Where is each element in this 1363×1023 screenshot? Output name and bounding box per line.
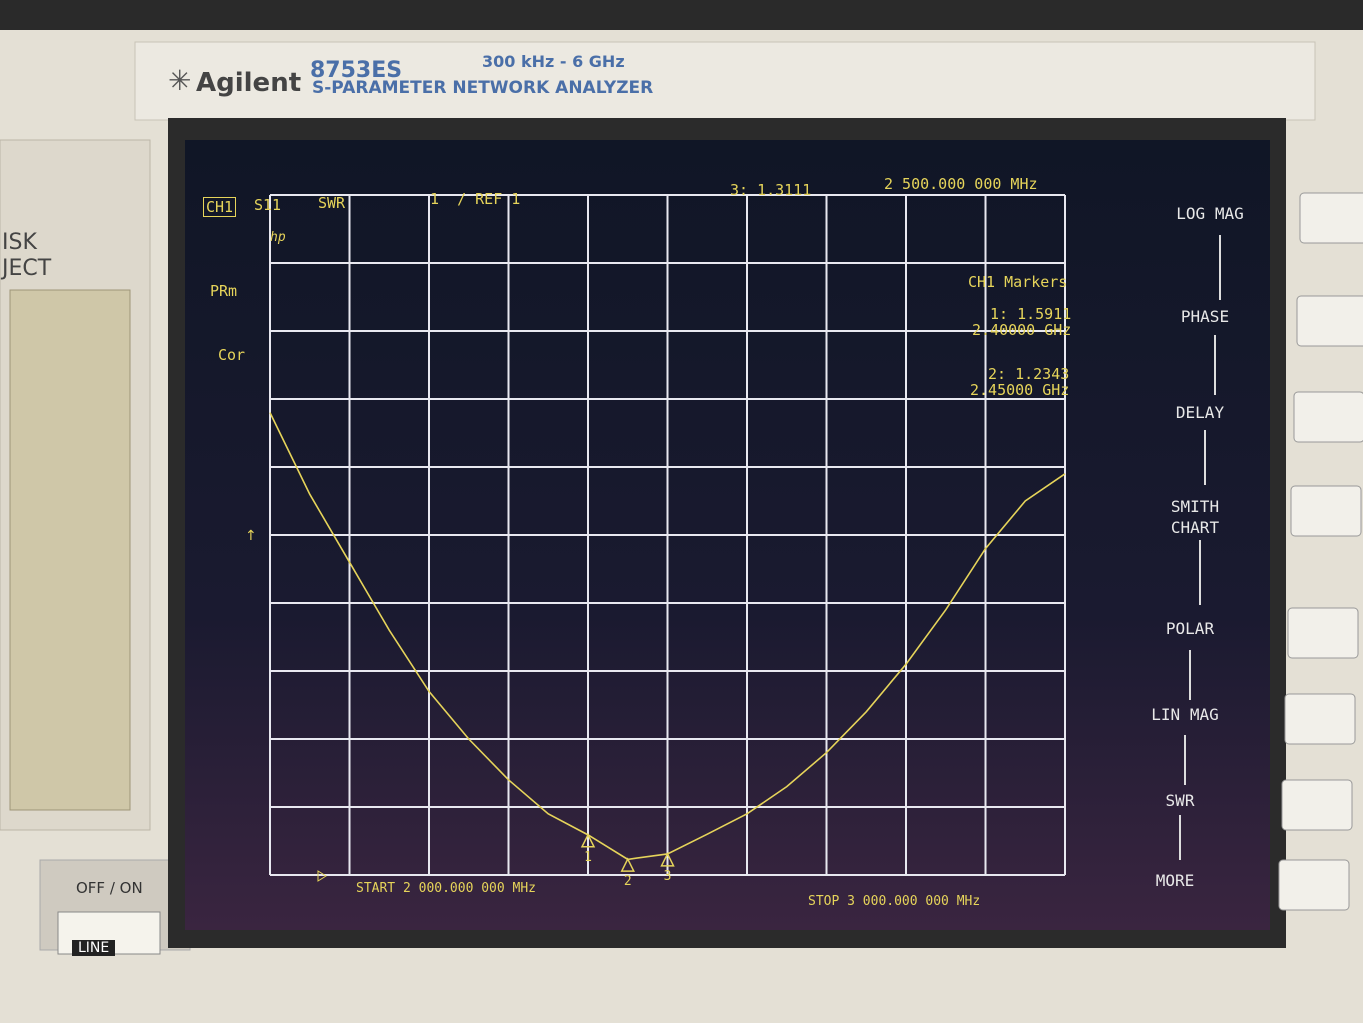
softkey-label: SWR: [1165, 791, 1195, 810]
marker-frequency: 2.45000 GHz: [970, 381, 1070, 399]
active-marker: 3: 1.3111: [730, 181, 812, 199]
arrow-indicator: ↑: [245, 528, 257, 544]
disk-label: JECT: [2, 256, 52, 281]
format: SWR: [318, 194, 346, 212]
softkey-button[interactable]: [1284, 693, 1356, 745]
logo-mark: ✳: [168, 64, 191, 97]
status: Cor: [218, 346, 246, 364]
marker: [620, 857, 635, 872]
marker-label: 2: [624, 874, 632, 889]
parameter: S11: [254, 196, 282, 214]
marker-value: 2: 1.2343: [988, 365, 1070, 383]
scale: 1 / REF 1: [430, 190, 521, 208]
line-label: LINE: [72, 940, 116, 956]
marker: [660, 852, 675, 867]
softkey-button[interactable]: [1281, 779, 1353, 831]
marker-value: 1: 1.5911: [990, 305, 1072, 323]
brand: Agilent: [196, 68, 302, 98]
start-frequency: START 2 000.000 000 MHz: [356, 881, 537, 896]
marker-heading: CH1 Markers: [968, 273, 1068, 291]
softkey-button[interactable]: [1287, 607, 1359, 659]
softkey-label: POLAR: [1165, 619, 1215, 638]
marker: [580, 833, 596, 848]
reference-pointer: [317, 870, 327, 882]
disk-label: ISK: [2, 230, 37, 255]
status: PRm: [210, 282, 238, 300]
softkey-button[interactable]: [1278, 859, 1350, 911]
frequency-range: 300 kHz - 6 GHz: [482, 52, 625, 71]
disk-slot: [9, 289, 131, 811]
channel: CH1: [203, 197, 237, 217]
power-label: OFF / ON: [76, 879, 143, 897]
stop-frequency: STOP 3 000.000 000 MHz: [808, 894, 981, 909]
softkey-label: SMITH CHART: [1170, 497, 1220, 537]
marker-label: 3: [664, 869, 672, 884]
softkey-button[interactable]: [1296, 295, 1363, 347]
softkey-label: PHASE: [1180, 307, 1230, 326]
softkey-label: DELAY: [1175, 403, 1225, 422]
softkey-button[interactable]: [1293, 391, 1363, 443]
background: [0, 0, 1363, 30]
marker-label: 1: [584, 850, 592, 865]
model: 8753ES: [310, 58, 403, 83]
softkey-connectors: [1179, 235, 1221, 860]
status: hp: [270, 230, 286, 245]
softkey-label: LIN MAG: [1151, 705, 1219, 724]
description: S-PARAMETER NETWORK ANALYZER: [312, 78, 654, 98]
softkey-button[interactable]: [1290, 485, 1362, 537]
softkey-label: LOG MAG: [1176, 204, 1244, 223]
active-frequency: 2 500.000 000 MHz: [884, 175, 1038, 193]
marker-frequency: 2.40000 GHz: [972, 321, 1072, 339]
softkey-button[interactable]: [1299, 192, 1363, 244]
softkey-label: MORE: [1155, 871, 1195, 890]
